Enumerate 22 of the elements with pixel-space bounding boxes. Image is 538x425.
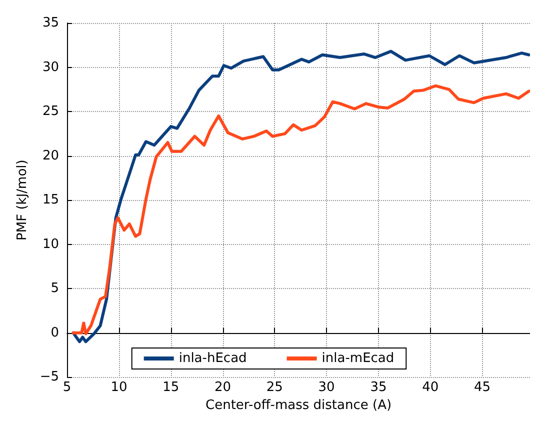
x-tick-label: 45 [474, 380, 491, 396]
x-tick-label: 15 [162, 380, 180, 396]
y-tick-label: 35 [42, 16, 60, 30]
y-tick-label: −5 [40, 370, 60, 385]
x-tick-label: 20 [214, 380, 232, 396]
y-tick-label: 5 [50, 281, 60, 296]
x-tick-label: 25 [266, 380, 283, 396]
y-tick-label: 20 [42, 148, 60, 164]
y-axis-title: PMF (kJ/mol) [15, 160, 30, 240]
y-tick-label: 30 [42, 60, 60, 75]
x-tick-label: 10 [110, 380, 128, 396]
x-tick-label: 35 [370, 380, 387, 396]
x-tick-label: 40 [422, 380, 439, 396]
y-tick-label: 10 [42, 236, 60, 252]
y-tick-label: 25 [42, 104, 60, 120]
x-axis-title: Center-off-mass distance (A) [206, 398, 392, 413]
legend-label: inla-mEcad [322, 351, 394, 366]
x-tick-label: 30 [318, 380, 335, 396]
legend-label: inla-hEcad [178, 351, 247, 366]
x-tick-label: 5 [62, 380, 72, 396]
y-tick-label: 15 [42, 192, 60, 208]
y-tick-label: 0 [50, 325, 60, 340]
